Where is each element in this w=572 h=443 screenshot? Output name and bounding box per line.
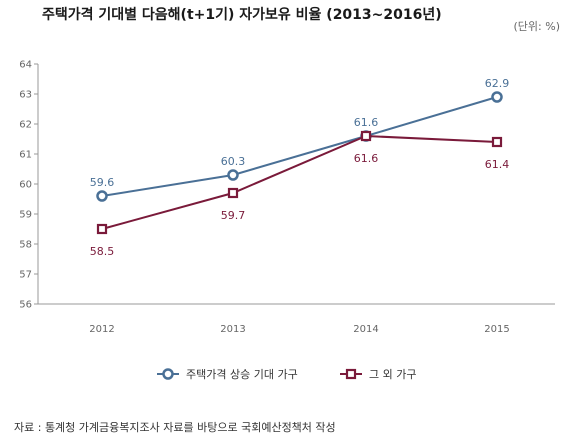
x-tick-label: 2015 xyxy=(484,324,509,335)
data-point xyxy=(227,169,239,181)
legend-marker xyxy=(162,368,174,380)
data-point xyxy=(227,187,239,199)
y-tick-label: 57 xyxy=(19,270,32,281)
source-note: 자료 : 통계청 가계금융복지조사 자료를 바탕으로 국회예산정책처 작성 xyxy=(14,421,336,434)
axes: 56 57 58 59 60 61 62 63 64 2012 2013 2014 2015 xyxy=(19,60,555,335)
y-tick-label: 62 xyxy=(19,120,32,131)
legend-label: 그 외 가구 xyxy=(369,368,416,381)
x-tick-label: 2012 xyxy=(89,324,114,335)
y-tick-label: 59 xyxy=(19,210,32,221)
data-label: 59.7 xyxy=(221,209,246,222)
series-line xyxy=(101,96,498,197)
data-label: 61.4 xyxy=(485,158,510,171)
y-tick-label: 60 xyxy=(19,180,32,191)
data-label: 62.9 xyxy=(485,77,510,90)
chart-title: 주택가격 기대별 다음해(t+1기) 자가보유 비율 (2013~2016년) xyxy=(42,6,442,23)
data-label: 59.6 xyxy=(90,176,115,189)
data-label: 61.6 xyxy=(354,152,379,165)
legend: 주택가격 상승 기대 가구 그 외 가구 xyxy=(157,368,416,381)
y-tick-label: 64 xyxy=(19,60,32,71)
legend-label: 주택가격 상승 기대 가구 xyxy=(186,368,298,381)
y-tick-label: 61 xyxy=(19,150,32,161)
data-point xyxy=(96,223,108,235)
data-point xyxy=(491,136,503,148)
x-tick-label: 2013 xyxy=(220,324,245,335)
data-point xyxy=(360,130,372,142)
data-label: 58.5 xyxy=(90,245,115,258)
legend-marker xyxy=(345,368,357,380)
series-line xyxy=(101,134,498,230)
data-point xyxy=(96,190,108,202)
data-label: 60.3 xyxy=(221,155,246,168)
data-label: 61.6 xyxy=(354,116,379,129)
data-point xyxy=(491,91,503,103)
unit-label: (단위: %) xyxy=(514,20,560,33)
y-tick-label: 56 xyxy=(19,300,32,311)
y-tick-label: 58 xyxy=(19,240,32,251)
y-tick-label: 63 xyxy=(19,90,32,101)
series-layer: 59.6 60.3 61.6 62.9 58.5 59.7 61.6 61.4 xyxy=(90,77,510,258)
x-tick-label: 2014 xyxy=(353,324,378,335)
